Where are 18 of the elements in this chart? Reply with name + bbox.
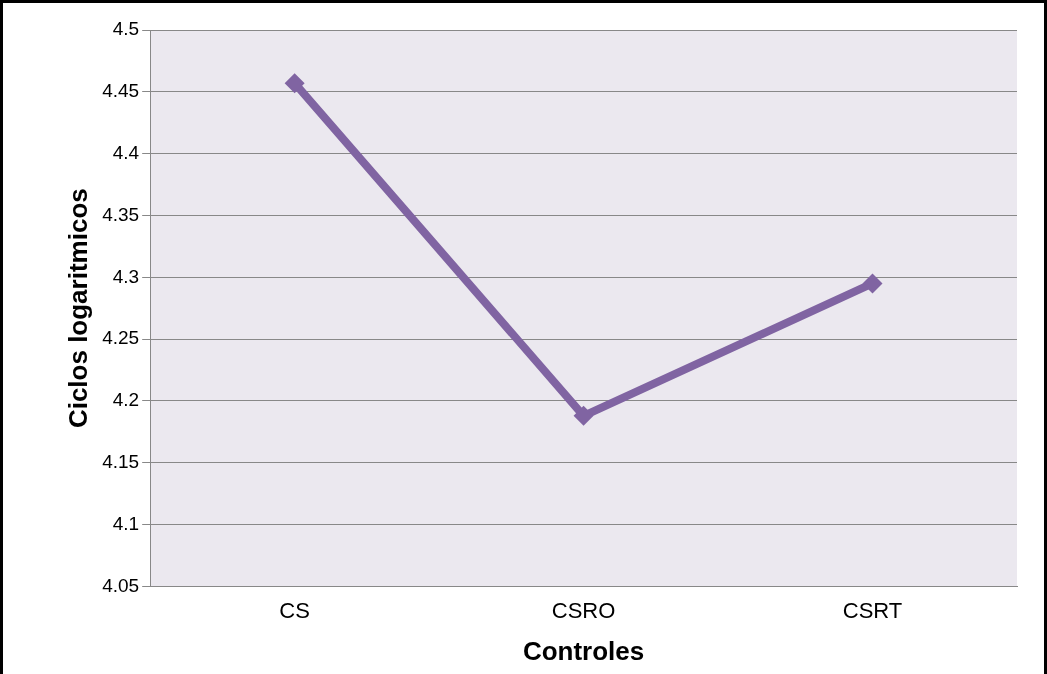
point [573, 405, 594, 426]
x-tick-label: CSRO [551, 597, 616, 623]
y-tick-label: 4.2 [112, 389, 140, 411]
point [284, 73, 305, 94]
y-tick-label: 4.25 [102, 327, 140, 349]
x-tick-label: CSRT [842, 597, 903, 623]
point [862, 273, 883, 294]
y-tick-label: 4.3 [112, 265, 140, 287]
y-tick-label: 4.4 [112, 141, 140, 163]
y-tick-label: 4.5 [112, 18, 140, 40]
y-tick-label: 4.35 [102, 203, 140, 225]
y-tick-label: 4.15 [102, 450, 140, 472]
x-axis-title: Controles [522, 635, 645, 666]
y-tick-label: 4.05 [102, 574, 140, 596]
y-tick-label: 4.45 [102, 80, 140, 102]
x-tick-label: CS [279, 597, 310, 623]
y-tick-label: 4.1 [112, 512, 140, 534]
y-axis-title: Ciclos logaritmicos [62, 188, 93, 429]
